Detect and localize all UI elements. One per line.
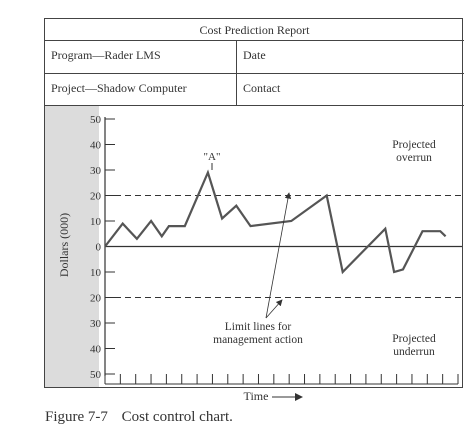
figure-number: Figure 7-7 (45, 409, 108, 425)
y-tick-label: 50 (90, 114, 102, 126)
annotation-underrun-1: Projected (392, 333, 436, 345)
x-axis-ticks (104, 374, 459, 385)
annotation-overrun-1: Projected (392, 139, 436, 151)
report-title: Cost Prediction Report (45, 19, 464, 41)
cost-prediction-report: Cost Prediction Report Program—Rader LMS… (44, 18, 464, 388)
y-tick-label: 0 (96, 242, 102, 254)
cost-series-line (104, 169, 447, 275)
y-tick-label: 50 (90, 369, 102, 381)
y-tick-label: 30 (90, 165, 102, 177)
limit-arrow-upper (265, 192, 292, 319)
y-tick-label: 40 (90, 344, 102, 356)
y-tick-label: 30 (90, 318, 102, 330)
y-axis-label: Dollars (000) (57, 213, 71, 277)
figure-caption-text: Cost control chart. (121, 409, 233, 425)
x-axis-label: Time (244, 389, 269, 403)
limit-arrow-lower (265, 299, 283, 319)
y-tick-label: 10 (90, 267, 102, 279)
annotation-overrun-2: overrun (396, 152, 432, 164)
annotation-limit-1: Limit lines for (225, 321, 292, 333)
project-field: Project—Shadow Computer (45, 74, 237, 106)
annotation-limit-2: management action (213, 334, 303, 346)
series (104, 169, 447, 275)
y-tick-label: 20 (90, 191, 102, 203)
y-axis: 50 40 30 20 10 0 10 20 30 40 50 (90, 114, 462, 381)
program-field: Program—Rader LMS (45, 41, 237, 74)
date-field: Date (237, 41, 464, 74)
y-tick-label: 40 (90, 140, 102, 152)
y-axis-band (45, 106, 99, 387)
figure-caption: Figure 7-7 Cost control chart. (45, 409, 233, 426)
annotation-underrun-2: underrun (393, 346, 435, 358)
y-tick-label: 10 (90, 216, 102, 228)
contact-field: Contact (237, 74, 464, 106)
y-tick-label: 20 (90, 293, 102, 305)
annotation-a: "A" (204, 151, 221, 163)
